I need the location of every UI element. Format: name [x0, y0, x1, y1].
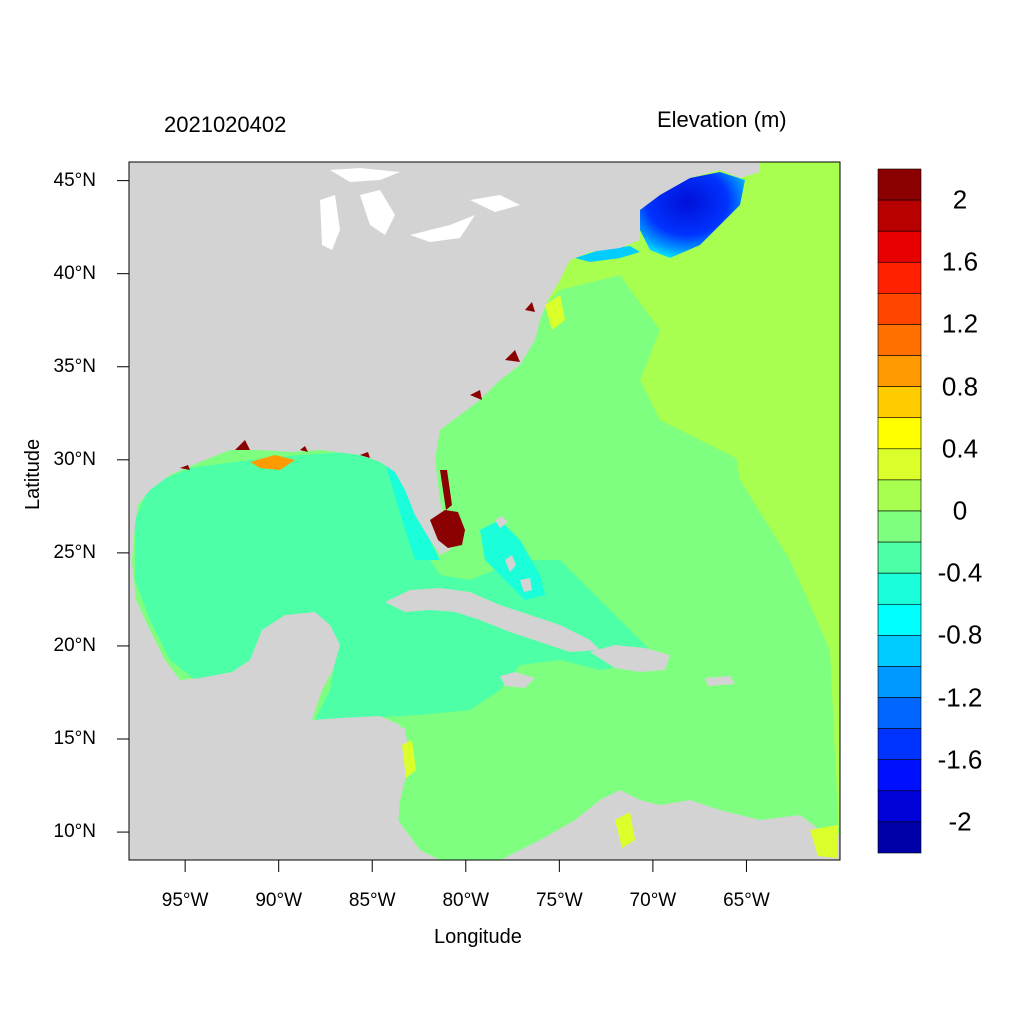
colorbar-label: 0.8 — [941, 371, 979, 402]
colorbar-cell — [877, 541, 922, 574]
colorbar-cell — [877, 635, 922, 667]
x-tick-label: 90°W — [255, 890, 303, 911]
long-island-anomaly — [575, 246, 640, 262]
gulf-coast-anomaly — [250, 455, 295, 470]
colorbar-label: -1.6 — [937, 744, 983, 775]
y-tick-label: 40°N — [53, 262, 96, 284]
axis-ticks — [117, 180, 747, 872]
florida-surge-anomaly — [430, 510, 465, 548]
colorbar-cell — [877, 479, 922, 512]
colorbar-cell — [877, 666, 922, 698]
colorbar-label: 1.6 — [941, 246, 979, 277]
gulf-of-mexico — [135, 452, 660, 720]
colorbar-cell — [877, 386, 922, 419]
great-lakes — [320, 168, 520, 250]
variable-label: Elevation (m) — [657, 107, 787, 132]
colorbar-label: -2 — [948, 806, 972, 837]
florida-east-coast-anomaly — [440, 470, 452, 510]
y-tick-label: 25°N — [53, 541, 96, 563]
gulf-of-maine-anomaly — [640, 172, 745, 258]
colorbar-cell — [877, 324, 922, 356]
colorbar-cell — [877, 417, 922, 450]
north-america-land — [129, 162, 760, 860]
colorbar — [877, 168, 922, 854]
map-frame — [128, 161, 841, 861]
colorbar-label: 0 — [952, 495, 968, 526]
central-america-land — [129, 718, 440, 860]
jamaica-land — [500, 672, 535, 688]
colorbar-cell — [877, 728, 922, 761]
hispaniola-land — [590, 645, 670, 672]
atlantic-lobe — [620, 170, 840, 560]
y-tick-label: 15°N — [53, 728, 96, 749]
colorbar-label: -1.2 — [937, 682, 983, 713]
colorbar-cell — [877, 572, 922, 605]
colorbar-cell — [877, 821, 922, 854]
colorbar-cell — [877, 293, 922, 325]
date-label: 2021020402 — [164, 112, 287, 137]
x-tick-label: 95°W — [161, 890, 209, 911]
colorbar-cell — [877, 199, 922, 232]
colorbar-cell — [877, 448, 922, 481]
x-tick-label: 70°W — [629, 890, 677, 911]
colorbar-cell — [877, 510, 922, 543]
puerto-rico-land — [705, 676, 735, 686]
map-area — [129, 162, 840, 860]
colorbar-label: 1.2 — [941, 308, 979, 339]
y-tick-label: 30°N — [53, 448, 96, 470]
colorbar-label: 0.4 — [941, 433, 979, 464]
south-america-land — [500, 790, 840, 860]
honduras-coast — [402, 740, 416, 778]
x-tick-label: 65°W — [723, 890, 770, 911]
florida-west-shelf — [385, 462, 440, 560]
colorbar-cell — [877, 355, 922, 387]
cuba-land — [385, 588, 600, 652]
colorbar-cell — [877, 697, 922, 729]
bahamas-land — [495, 516, 532, 592]
x-tick-label: 85°W — [348, 890, 396, 911]
y-tick-label: 45°N — [53, 169, 96, 191]
x-tick-label: 80°W — [442, 890, 490, 911]
colorbar-cell — [877, 790, 922, 823]
y-tick-label: 20°N — [53, 634, 96, 656]
colorbar-label: -0.8 — [937, 619, 983, 650]
y-tick-label: 10°N — [53, 821, 96, 843]
colorbar-cell — [877, 759, 922, 792]
colorbar-cell — [877, 168, 922, 201]
colorbar-cell — [877, 603, 922, 636]
x-axis-label: Longitude — [434, 926, 522, 948]
y-tick-label: 35°N — [53, 355, 96, 377]
colorbar-cell — [877, 230, 922, 263]
x-tick-label: 75°W — [535, 890, 583, 911]
colorbar-label: -0.4 — [937, 557, 983, 588]
colorbar-label: 2 — [952, 184, 968, 215]
colorbar-cell — [877, 261, 922, 294]
chesapeake-anomaly — [545, 295, 565, 330]
